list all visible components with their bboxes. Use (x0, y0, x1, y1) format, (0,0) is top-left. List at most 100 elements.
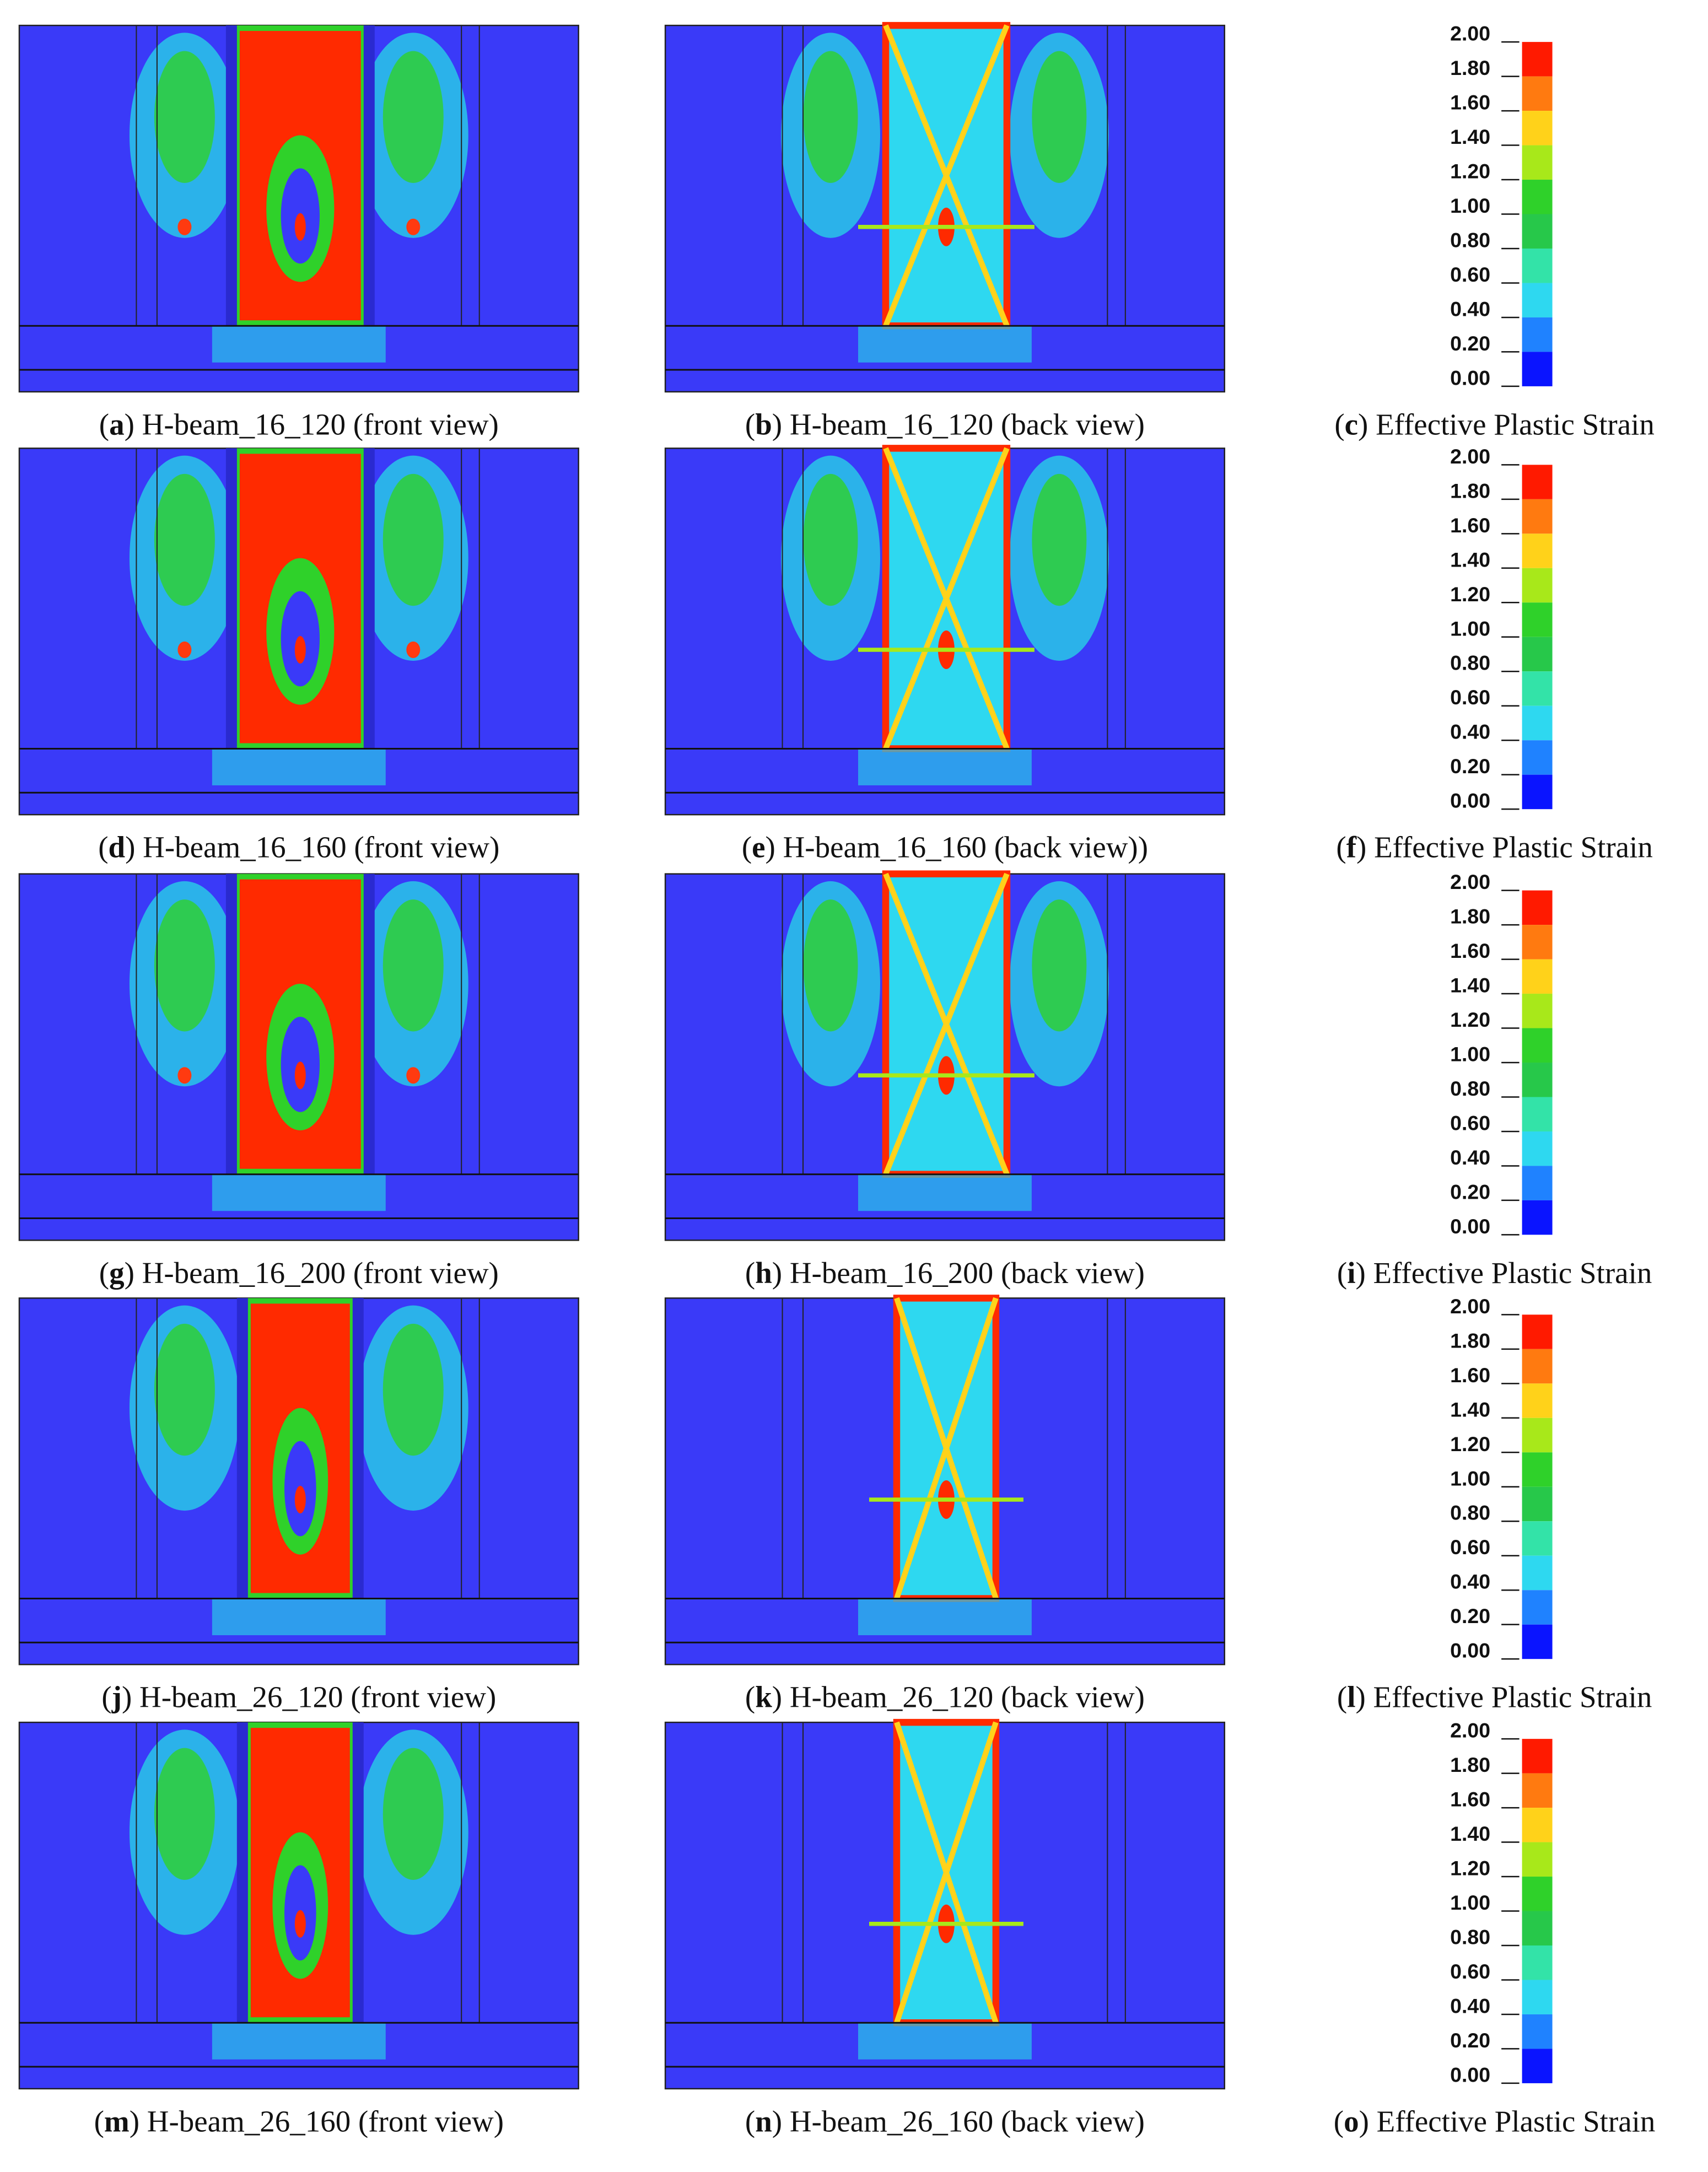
caption-text: ) Effective Plastic Strain (1358, 407, 1655, 441)
colorbar-swatch (1522, 1877, 1553, 1911)
colorbar-label: 0.20 (1450, 754, 1490, 778)
caption: (k) H-beam_26_120 (back view) (745, 1680, 1145, 1714)
strain-zone (382, 473, 444, 606)
column-edge (236, 1298, 248, 1599)
colorbar-label: 0.20 (1450, 332, 1490, 355)
caption-label: m (104, 2104, 130, 2138)
strain-spot (177, 1067, 192, 1084)
base-zone (858, 748, 1032, 785)
strain-zone (154, 51, 215, 183)
caption-text: ) H-beam_16_160 (back view)) (766, 831, 1148, 864)
column-edge (363, 448, 375, 749)
colorbar-label: 1.20 (1450, 160, 1490, 183)
colorbar-swatch (1522, 1590, 1553, 1625)
caption-paren: ( (1337, 1256, 1347, 1290)
caption-paren: ( (745, 1256, 755, 1290)
caption-paren: ( (742, 831, 752, 864)
strain-spot (177, 642, 192, 659)
base-zone (858, 326, 1032, 363)
colorbar-label: 2.00 (1450, 445, 1490, 468)
colorbar-label: 0.20 (1450, 1180, 1490, 1203)
figure-row: (a) H-beam_16_120 (front view) (b) H-beam… (18, 22, 1655, 441)
colorbar-swatch (1522, 1452, 1553, 1487)
strain-pattern (894, 1297, 999, 1600)
base-zone (212, 326, 386, 363)
caption: (h) H-beam_16_200 (back view) (745, 1256, 1145, 1290)
colorbar-label: 1.60 (1450, 1363, 1490, 1387)
column-edge (225, 874, 237, 1174)
colorbar-label: 0.80 (1450, 1501, 1490, 1524)
colorbar-label: 1.20 (1450, 583, 1490, 606)
caption-paren: ( (745, 2104, 755, 2138)
strain-zone (1032, 899, 1087, 1032)
base-zone (858, 1174, 1032, 1211)
colorbar-swatch (1522, 705, 1553, 741)
colorbar-swatch (1522, 637, 1553, 672)
caption: (f) Effective Plastic Strain (1336, 831, 1652, 864)
colorbar-label: 2.00 (1450, 1719, 1490, 1742)
strain-zone (382, 1323, 444, 1456)
colorbar-swatch (1522, 76, 1553, 111)
colorbar-swatch (1522, 890, 1553, 925)
colorbar-swatch (1522, 1808, 1553, 1842)
column-edge (225, 448, 237, 749)
caption-label: g (109, 1256, 124, 1290)
colorbar-label: 0.60 (1450, 1960, 1490, 1983)
colorbar-swatch (1522, 568, 1553, 603)
colorbar-swatch (1522, 2049, 1553, 2083)
colorbar-label: 0.60 (1450, 1111, 1490, 1134)
colorbar-label: 1.80 (1450, 479, 1490, 502)
colorbar-label: 2.00 (1450, 22, 1490, 45)
strain-pattern (294, 1486, 306, 1513)
colorbar-label: 1.20 (1450, 1432, 1490, 1456)
column-edge (225, 25, 237, 326)
strain-zone (154, 1323, 215, 1456)
colorbar-swatch (1522, 1773, 1553, 1808)
caption-text: ) Effective Plastic Strain (1356, 1256, 1652, 1290)
caption-text: ) H-beam_16_120 (back view) (772, 407, 1145, 441)
colorbar-label: 1.20 (1450, 1008, 1490, 1031)
strain-pattern (294, 636, 306, 664)
caption: (j) H-beam_26_120 (front view) (101, 1680, 496, 1714)
colorbar-label: 0.40 (1450, 1994, 1490, 2017)
colorbar-label: 1.40 (1450, 1822, 1490, 1845)
colorbar-swatch (1522, 1349, 1553, 1384)
colorbar-swatch (1522, 180, 1553, 214)
column-edge (352, 1298, 364, 1599)
colorbar-label: 1.00 (1450, 1043, 1490, 1066)
colorbar-label: 0.20 (1450, 2029, 1490, 2052)
colorbar-label: 0.00 (1450, 1215, 1490, 1238)
caption-paren: ( (98, 831, 108, 864)
strain-zone (803, 899, 858, 1032)
colorbar-swatch (1522, 283, 1553, 317)
colorbar-swatch (1522, 959, 1553, 994)
colorbar-label: 1.40 (1450, 125, 1490, 148)
caption-paren: ( (1337, 1680, 1347, 1714)
caption: (n) H-beam_26_160 (back view) (745, 2104, 1145, 2138)
strain-pattern (883, 24, 1010, 327)
caption-paren: ( (745, 407, 755, 441)
colorbar-swatch (1522, 1624, 1553, 1659)
base-zone (858, 1598, 1032, 1635)
colorbar-label: 0.40 (1450, 720, 1490, 743)
strain-zone (803, 51, 858, 183)
colorbar-swatch (1522, 740, 1553, 775)
caption-label: k (755, 1680, 772, 1714)
colorbar-label: 1.80 (1450, 905, 1490, 928)
colorbar-label: 0.80 (1450, 1077, 1490, 1100)
caption-label: h (755, 1256, 772, 1290)
strain-spot (406, 218, 421, 235)
figure-row: (g) H-beam_16_200 (front view) (h) H-beam… (18, 870, 1652, 1290)
caption: (d) H-beam_16_160 (front view) (98, 831, 499, 864)
figure-row: (d) H-beam_16_160 (front view) (e) H-beam… (18, 445, 1653, 864)
caption-text: ) H-beam_26_160 (front view) (130, 2104, 504, 2138)
strain-zone (382, 1748, 444, 1880)
caption-paren: ( (745, 1680, 755, 1714)
caption-label: o (1344, 2104, 1359, 2138)
figure-row: ( m) H-beam_26_160 (front view) (n) H-beam… (18, 1719, 1655, 2138)
strain-zone (154, 1748, 215, 1880)
colorbar-label: 1.00 (1450, 1467, 1490, 1490)
column-edge (236, 1722, 248, 2023)
